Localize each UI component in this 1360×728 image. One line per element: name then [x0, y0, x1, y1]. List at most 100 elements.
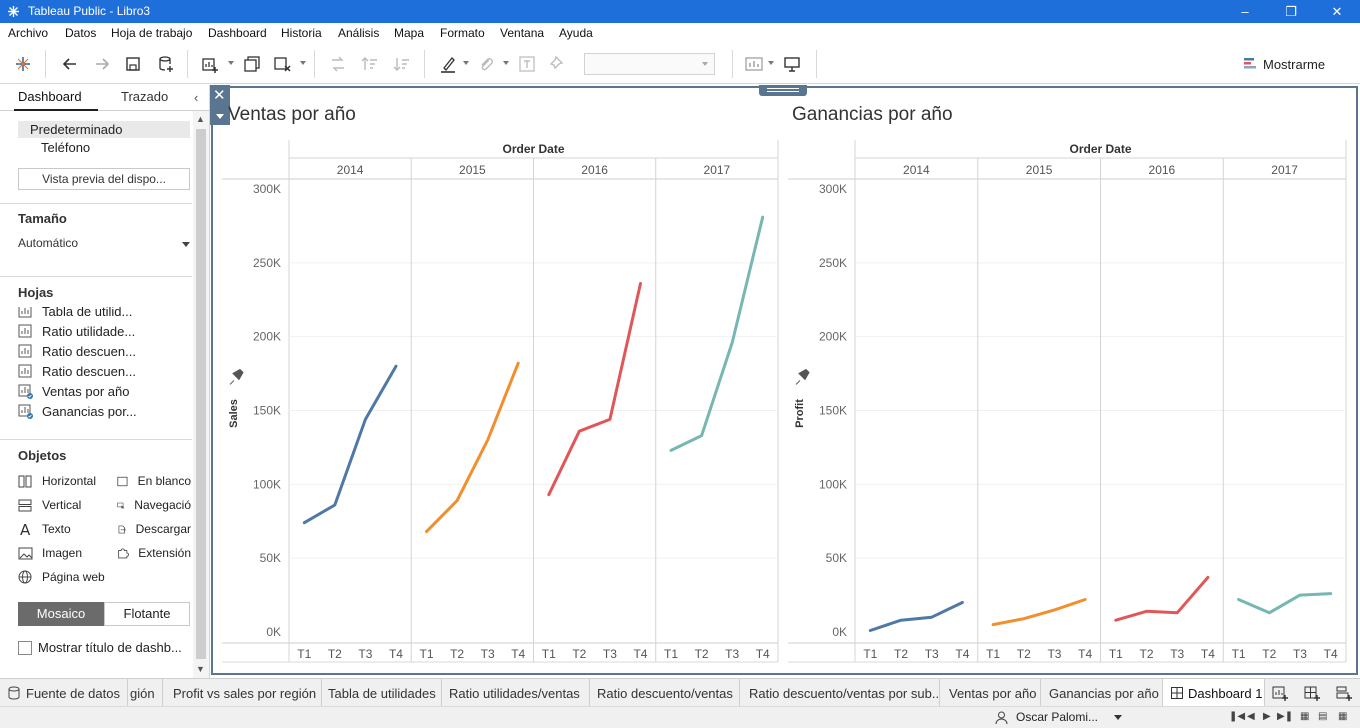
- sheet-tab[interactable]: Ratio utilidades/ventas: [442, 679, 590, 707]
- menu-historia[interactable]: Historia: [281, 26, 322, 40]
- sort-descending-icon[interactable]: [390, 52, 414, 76]
- tableau-home-icon[interactable]: [11, 52, 35, 76]
- new-dashboard-icon[interactable]: [1301, 683, 1323, 703]
- menu-ayuda[interactable]: Ayuda: [559, 26, 593, 40]
- extension-icon: [118, 548, 129, 559]
- floating-mode-button[interactable]: Flotante: [104, 602, 190, 626]
- first-sheet-icon[interactable]: ❚◀: [1229, 711, 1246, 722]
- side-panel-scrollbar[interactable]: ▲ ▼: [193, 111, 209, 678]
- clear-sheet-icon[interactable]: [270, 52, 294, 76]
- new-sheet-dropdown[interactable]: [228, 61, 234, 65]
- duplicate-sheet-icon[interactable]: [240, 52, 264, 76]
- sort-ascending-icon[interactable]: [358, 52, 382, 76]
- tabs-view-icon[interactable]: ▤: [1318, 711, 1328, 722]
- fix-axes-icon[interactable]: [546, 52, 570, 76]
- sheet-tab[interactable]: gión: [128, 679, 163, 707]
- tab-layout[interactable]: Trazado: [121, 89, 169, 104]
- menu-dashboard[interactable]: Dashboard: [208, 26, 267, 40]
- show-dashboard-title-checkbox[interactable]: Mostrar título de dashb...: [18, 640, 182, 655]
- sheet-item[interactable]: Ratio descuen...: [18, 342, 136, 360]
- last-sheet-icon[interactable]: ▶❚: [1277, 711, 1294, 722]
- sheet-tab[interactable]: Tabla de utilidades: [322, 679, 442, 707]
- menu-ventana[interactable]: Ventana: [500, 26, 545, 40]
- sheet-tab[interactable]: Ganancias por año: [1041, 679, 1163, 707]
- object-web-page[interactable]: Página web: [18, 568, 138, 586]
- menu-archivo[interactable]: Archivo: [8, 26, 49, 40]
- sheet-item[interactable]: Tabla de utilid...: [18, 307, 132, 320]
- next-sheet-icon[interactable]: ▶: [1263, 711, 1271, 722]
- fit-selector[interactable]: [584, 53, 715, 75]
- object-blank[interactable]: En blanco: [117, 472, 191, 490]
- sales-by-year-chart[interactable]: Order Date 300K 250K 200K 150K 100K 50K 0K Sales…: [210, 85, 780, 678]
- menu-hoja-de-trabajo[interactable]: Hoja de trabajo: [111, 26, 193, 40]
- object-extension[interactable]: Extensión: [117, 544, 191, 562]
- show-mark-labels-icon[interactable]: [515, 52, 539, 76]
- group-dropdown[interactable]: [503, 61, 509, 65]
- object-image[interactable]: Imagen: [18, 544, 114, 562]
- prev-sheet-icon[interactable]: ◀: [1247, 711, 1255, 722]
- object-download[interactable]: Descargar: [117, 520, 191, 538]
- profit-by-year-chart[interactable]: Order Date 300K 250K 200K 150K 100K 50K 0K Profi…: [776, 85, 1352, 678]
- checkbox-box[interactable]: [18, 640, 32, 655]
- remove-container-icon[interactable]: ✕: [213, 87, 226, 104]
- swap-rows-columns-icon[interactable]: [326, 52, 350, 76]
- tab-label: Ganancias por año: [1049, 685, 1159, 701]
- save-icon[interactable]: [121, 52, 145, 76]
- object-horizontal[interactable]: Horizontal: [18, 472, 114, 490]
- user-menu[interactable]: Oscar Palomi...: [995, 710, 1123, 724]
- device-preview-button[interactable]: Vista previa del dispo...: [18, 168, 190, 190]
- sheet-item[interactable]: Ratio utilidade...: [18, 322, 135, 340]
- device-default[interactable]: Predeterminado: [18, 121, 190, 138]
- object-vertical[interactable]: Vertical: [18, 496, 114, 514]
- sheet-tab[interactable]: Profit vs sales por región: [163, 679, 322, 707]
- grid-view-icon[interactable]: ▦: [1338, 711, 1348, 722]
- drag-handle[interactable]: [759, 85, 807, 96]
- sheet-tab[interactable]: Ventas por año: [940, 679, 1041, 707]
- x-tick-label: T1: [420, 647, 434, 661]
- new-sheet-icon[interactable]: [198, 52, 222, 76]
- tab-data-source[interactable]: Fuente de datos: [0, 679, 128, 707]
- menu-formato[interactable]: Formato: [440, 26, 485, 40]
- sheet-tab[interactable]: Ratio descuento/ventas por sub...: [740, 679, 940, 707]
- sheet-tab[interactable]: Ratio descuento/ventas: [590, 679, 740, 707]
- x-tick-label: T2: [695, 647, 709, 661]
- undo-icon[interactable]: [58, 52, 82, 76]
- size-dropdown[interactable]: Automático: [18, 236, 190, 254]
- container-menu-icon[interactable]: [216, 114, 224, 119]
- menu-analisis[interactable]: Análisis: [338, 26, 380, 40]
- show-cards-dropdown[interactable]: [768, 61, 774, 65]
- size-section-title: Tamaño: [18, 211, 67, 226]
- new-story-icon[interactable]: [1333, 683, 1355, 703]
- x-tick-label: T4: [1201, 647, 1215, 661]
- scroll-down-icon[interactable]: ▼: [196, 664, 205, 674]
- sheet-item[interactable]: Ratio descuen...: [18, 362, 136, 380]
- tab-dashboard[interactable]: Dashboard: [18, 89, 82, 104]
- collapse-panel-icon[interactable]: ‹: [194, 90, 199, 105]
- redo-icon[interactable]: [90, 52, 114, 76]
- clear-sheet-dropdown[interactable]: [300, 61, 306, 65]
- sheet-item[interactable]: Ventas por año: [18, 382, 129, 400]
- menu-mapa[interactable]: Mapa: [394, 26, 425, 40]
- highlight-dropdown[interactable]: [463, 61, 469, 65]
- object-text[interactable]: A Texto: [18, 520, 114, 538]
- sheet-tab-active[interactable]: Dashboard 1: [1163, 679, 1265, 707]
- menu-datos[interactable]: Datos: [65, 26, 97, 40]
- presentation-mode-icon[interactable]: [780, 52, 804, 76]
- filmstrip-view-icon[interactable]: ▦: [1300, 711, 1310, 722]
- show-cards-icon[interactable]: [742, 52, 766, 76]
- new-datasource-icon[interactable]: [154, 52, 178, 76]
- show-me-button[interactable]: Mostrarme: [1243, 54, 1325, 74]
- highlight-icon[interactable]: [436, 52, 460, 76]
- new-worksheet-icon[interactable]: [1269, 683, 1291, 703]
- scrollbar-thumb[interactable]: [196, 129, 206, 659]
- sheet-item[interactable]: Ganancias por...: [18, 402, 137, 420]
- minimize-button[interactable]: –: [1241, 4, 1249, 19]
- restore-button[interactable]: ❐: [1285, 3, 1297, 19]
- close-window-button[interactable]: ✕: [1331, 3, 1343, 19]
- container-controls: ✕: [210, 85, 230, 125]
- tiled-mode-button[interactable]: Mosaico: [18, 602, 104, 626]
- object-navigation[interactable]: Navegació: [117, 496, 191, 514]
- group-members-icon[interactable]: [474, 52, 498, 76]
- device-phone[interactable]: Teléfono: [41, 140, 91, 155]
- scroll-up-icon[interactable]: ▲: [196, 114, 205, 124]
